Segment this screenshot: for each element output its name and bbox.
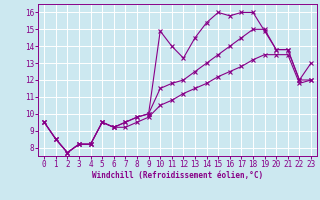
X-axis label: Windchill (Refroidissement éolien,°C): Windchill (Refroidissement éolien,°C) [92,171,263,180]
